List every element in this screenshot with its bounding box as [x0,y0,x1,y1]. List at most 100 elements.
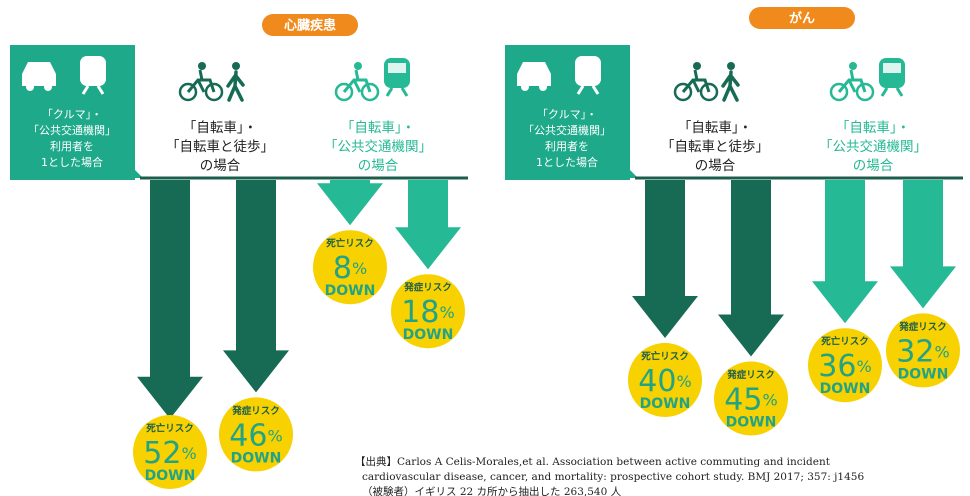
head [849,62,857,70]
badge-value: 40% [638,364,691,399]
wheel [204,82,224,102]
bike-icon [829,62,875,102]
rider [681,69,711,93]
badge-unit: % [934,342,949,361]
badge-down: DOWN [820,381,871,397]
group-label: 「自転車」・ [836,120,910,136]
badge-unit: % [267,426,282,445]
badge-number: 45 [724,382,762,417]
wheel [334,82,354,102]
badge-value: 32% [896,334,949,369]
wheel [673,82,693,102]
walker-icon [226,62,245,102]
group-label: 「公共交通機関」 [819,138,927,155]
bike-icon [334,62,380,102]
badge-unit: % [676,372,691,391]
base-label: 利用者を [545,140,589,153]
head [198,62,206,70]
base-label: 「クルマ」・ [42,108,102,121]
citation-line: （被験者）イギリス 22 カ所から抽出した 263,540 人 [362,485,622,496]
badge-value: 36% [818,349,871,384]
train-window [579,61,597,71]
base-label: 「公共交通機関」 [523,123,611,137]
badge-label: 発症リスク [231,405,280,417]
badge-value: 8% [333,251,367,286]
train-icon [384,58,410,97]
body [226,70,245,102]
badge-value: 45% [724,382,777,417]
head [693,62,701,70]
badge-circle [714,361,788,436]
head [232,62,240,70]
body [721,70,740,102]
train-window [883,63,901,73]
rider [342,69,372,93]
train-rails [385,87,409,97]
train-icon [575,56,601,95]
badge-label: 発症リスク [403,282,452,294]
wheel [26,83,34,91]
base-label: 「クルマ」・ [537,108,597,121]
badge-label: 死亡リスク [325,238,374,250]
badge-number: 46 [229,418,267,453]
train-icon [80,56,106,95]
group-label: の場合 [853,158,894,174]
badge-down: DOWN [726,415,777,431]
base-label: 「公共交通機関」 [28,123,116,137]
wheel [699,82,719,102]
rider [837,69,867,93]
bike-icon [673,62,719,102]
group-label: 「自転車」・ [341,120,415,136]
group-label: の場合 [200,158,241,174]
wheel [521,83,529,91]
arrow [718,180,784,357]
citation-line: 【出典】Carlos A Celis-Morales,et al. Associ… [355,455,831,468]
wheel [855,82,875,102]
badge-value: 46% [229,418,282,453]
group-label: 「自転車」・ [183,120,257,136]
panel-title: がん [789,11,815,27]
title-pill [262,14,358,36]
car-body [517,62,551,86]
base-label: 利用者を [50,140,94,153]
title-pill [749,7,855,29]
head [354,62,362,70]
badge-unit: % [439,303,454,322]
citation: 【出典】Carlos A Celis-Morales,et al. Associ… [355,455,864,496]
bike-icon [178,62,224,102]
badge-unit: % [352,259,367,278]
panel-title: 心臓疾患 [284,18,336,34]
badge-down: DOWN [403,327,454,343]
badge-down: DOWN [325,283,376,299]
train-rails [880,87,904,97]
badge-label: 発症リスク [898,321,947,333]
badge-value: 18% [401,295,454,330]
badge-number: 18 [401,295,439,330]
head [727,62,735,70]
rider [186,69,216,93]
train-window [84,61,102,71]
train-rails [81,85,105,95]
wheel [539,83,547,91]
group-label: 「自転車と徒歩」 [166,139,274,155]
citation-line: cardiovascular disease, cancer, and mort… [362,471,864,483]
group-label: 「自転車と徒歩」 [661,139,769,155]
arrow [137,180,203,419]
car-icon [22,62,56,91]
train-icon [879,58,905,97]
base-label: 1とした場合 [41,155,103,169]
group-label: の場合 [358,158,399,174]
wheel [360,82,380,102]
badge-number: 36 [818,349,856,384]
wheel [44,83,52,91]
badge-down: DOWN [898,366,949,382]
badge-number: 8 [333,251,352,286]
group-label: 「自転車」・ [678,120,752,136]
